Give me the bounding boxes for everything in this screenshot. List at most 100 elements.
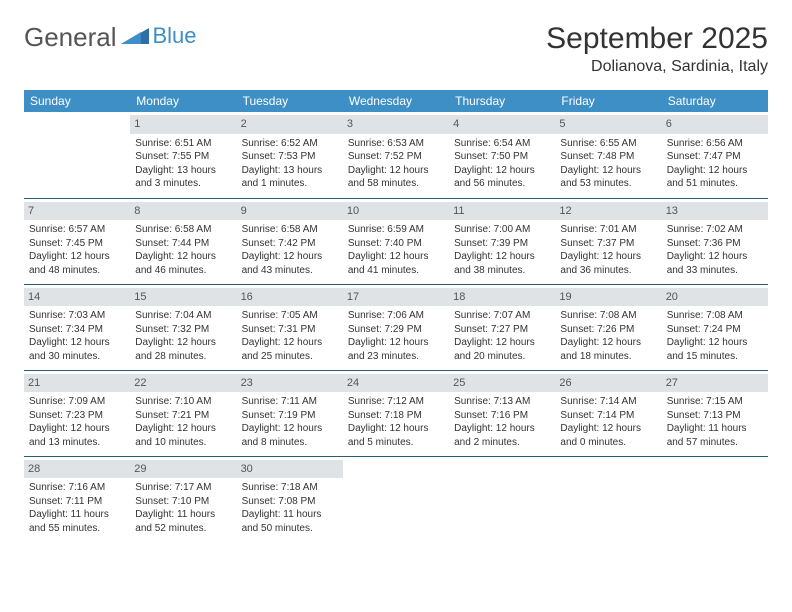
sunset-line: Sunset: 7:29 PM: [348, 323, 444, 337]
day-number: 22: [130, 374, 236, 393]
sunset-line: Sunset: 7:39 PM: [454, 237, 550, 251]
sunrise-line: Sunrise: 7:14 AM: [560, 395, 656, 409]
sunset-line: Sunset: 7:14 PM: [560, 409, 656, 423]
sunset-line: Sunset: 7:13 PM: [667, 409, 763, 423]
day-number: 29: [130, 460, 236, 479]
sunrise-line: Sunrise: 7:08 AM: [667, 309, 763, 323]
day-number: 2: [237, 115, 343, 134]
daylight-line: Daylight: 12 hours and 28 minutes.: [135, 336, 231, 363]
day-number: 7: [24, 202, 130, 221]
sunrise-line: Sunrise: 7:15 AM: [667, 395, 763, 409]
calendar-cell: 1Sunrise: 6:51 AMSunset: 7:55 PMDaylight…: [130, 112, 236, 198]
sunrise-line: Sunrise: 6:58 AM: [135, 223, 231, 237]
sunrise-line: Sunrise: 7:07 AM: [454, 309, 550, 323]
sunset-line: Sunset: 7:52 PM: [348, 150, 444, 164]
daylight-line: Daylight: 12 hours and 13 minutes.: [29, 422, 125, 449]
sunrise-line: Sunrise: 7:09 AM: [29, 395, 125, 409]
sunrise-line: Sunrise: 7:16 AM: [29, 481, 125, 495]
calendar-cell: 29Sunrise: 7:17 AMSunset: 7:10 PMDayligh…: [130, 456, 236, 542]
calendar-cell: 9Sunrise: 6:58 AMSunset: 7:42 PMDaylight…: [237, 198, 343, 284]
daylight-line: Daylight: 12 hours and 53 minutes.: [560, 164, 656, 191]
calendar-cell: 13Sunrise: 7:02 AMSunset: 7:36 PMDayligh…: [662, 198, 768, 284]
day-number: 11: [449, 202, 555, 221]
calendar-cell: 10Sunrise: 6:59 AMSunset: 7:40 PMDayligh…: [343, 198, 449, 284]
calendar-cell: 23Sunrise: 7:11 AMSunset: 7:19 PMDayligh…: [237, 370, 343, 456]
sunrise-line: Sunrise: 7:02 AM: [667, 223, 763, 237]
sunset-line: Sunset: 7:16 PM: [454, 409, 550, 423]
daylight-line: Daylight: 13 hours and 3 minutes.: [135, 164, 231, 191]
day-number: 21: [24, 374, 130, 393]
daylight-line: Daylight: 12 hours and 30 minutes.: [29, 336, 125, 363]
daylight-line: Daylight: 12 hours and 10 minutes.: [135, 422, 231, 449]
day-number: 20: [662, 288, 768, 307]
calendar-cell: 30Sunrise: 7:18 AMSunset: 7:08 PMDayligh…: [237, 456, 343, 542]
calendar-cell: 7Sunrise: 6:57 AMSunset: 7:45 PMDaylight…: [24, 198, 130, 284]
day-number: 8: [130, 202, 236, 221]
sunrise-line: Sunrise: 7:05 AM: [242, 309, 338, 323]
sunrise-line: Sunrise: 7:12 AM: [348, 395, 444, 409]
sunset-line: Sunset: 7:27 PM: [454, 323, 550, 337]
calendar-cell-empty: [555, 456, 661, 542]
sunrise-line: Sunrise: 7:08 AM: [560, 309, 656, 323]
sunset-line: Sunset: 7:50 PM: [454, 150, 550, 164]
logo: General Blue: [24, 22, 197, 53]
sunset-line: Sunset: 7:47 PM: [667, 150, 763, 164]
day-number: 14: [24, 288, 130, 307]
sunset-line: Sunset: 7:36 PM: [667, 237, 763, 251]
sunrise-line: Sunrise: 6:54 AM: [454, 137, 550, 151]
daylight-line: Daylight: 11 hours and 50 minutes.: [242, 508, 338, 535]
calendar-cell-empty: [449, 456, 555, 542]
daylight-line: Daylight: 12 hours and 15 minutes.: [667, 336, 763, 363]
day-number: 15: [130, 288, 236, 307]
sunset-line: Sunset: 7:21 PM: [135, 409, 231, 423]
day-number: 9: [237, 202, 343, 221]
daylight-line: Daylight: 12 hours and 33 minutes.: [667, 250, 763, 277]
sunrise-line: Sunrise: 7:04 AM: [135, 309, 231, 323]
daylight-line: Daylight: 12 hours and 5 minutes.: [348, 422, 444, 449]
sunset-line: Sunset: 7:40 PM: [348, 237, 444, 251]
sunset-line: Sunset: 7:24 PM: [667, 323, 763, 337]
sunset-line: Sunset: 7:18 PM: [348, 409, 444, 423]
day-number: 17: [343, 288, 449, 307]
calendar-table: SundayMondayTuesdayWednesdayThursdayFrid…: [24, 90, 768, 542]
day-number: 24: [343, 374, 449, 393]
sunset-line: Sunset: 7:34 PM: [29, 323, 125, 337]
daylight-line: Daylight: 12 hours and 36 minutes.: [560, 250, 656, 277]
daylight-line: Daylight: 12 hours and 18 minutes.: [560, 336, 656, 363]
sunset-line: Sunset: 7:37 PM: [560, 237, 656, 251]
sunrise-line: Sunrise: 7:01 AM: [560, 223, 656, 237]
calendar-cell: 26Sunrise: 7:14 AMSunset: 7:14 PMDayligh…: [555, 370, 661, 456]
daylight-line: Daylight: 12 hours and 23 minutes.: [348, 336, 444, 363]
day-number: 12: [555, 202, 661, 221]
sunset-line: Sunset: 7:08 PM: [242, 495, 338, 509]
daylight-line: Daylight: 12 hours and 48 minutes.: [29, 250, 125, 277]
daylight-line: Daylight: 12 hours and 43 minutes.: [242, 250, 338, 277]
day-number: 18: [449, 288, 555, 307]
daylight-line: Daylight: 11 hours and 57 minutes.: [667, 422, 763, 449]
calendar-row: 28Sunrise: 7:16 AMSunset: 7:11 PMDayligh…: [24, 456, 768, 542]
page-header: General Blue September 2025 Dolianova, S…: [24, 22, 768, 76]
logo-triangle-icon: [121, 22, 149, 53]
sunset-line: Sunset: 7:23 PM: [29, 409, 125, 423]
weekday-header: Sunday: [24, 90, 130, 112]
day-number: 6: [662, 115, 768, 134]
sunrise-line: Sunrise: 7:10 AM: [135, 395, 231, 409]
logo-text-1: General: [24, 22, 117, 53]
sunset-line: Sunset: 7:31 PM: [242, 323, 338, 337]
calendar-cell: 19Sunrise: 7:08 AMSunset: 7:26 PMDayligh…: [555, 284, 661, 370]
sunset-line: Sunset: 7:26 PM: [560, 323, 656, 337]
calendar-cell-empty: [24, 112, 130, 198]
weekday-header: Tuesday: [237, 90, 343, 112]
sunrise-line: Sunrise: 7:06 AM: [348, 309, 444, 323]
weekday-header: Friday: [555, 90, 661, 112]
calendar-body: 1Sunrise: 6:51 AMSunset: 7:55 PMDaylight…: [24, 112, 768, 542]
day-number: 4: [449, 115, 555, 134]
calendar-header-row: SundayMondayTuesdayWednesdayThursdayFrid…: [24, 90, 768, 112]
day-number: 26: [555, 374, 661, 393]
day-number: 25: [449, 374, 555, 393]
daylight-line: Daylight: 12 hours and 2 minutes.: [454, 422, 550, 449]
day-number: 5: [555, 115, 661, 134]
calendar-cell: 27Sunrise: 7:15 AMSunset: 7:13 PMDayligh…: [662, 370, 768, 456]
sunset-line: Sunset: 7:42 PM: [242, 237, 338, 251]
sunset-line: Sunset: 7:10 PM: [135, 495, 231, 509]
